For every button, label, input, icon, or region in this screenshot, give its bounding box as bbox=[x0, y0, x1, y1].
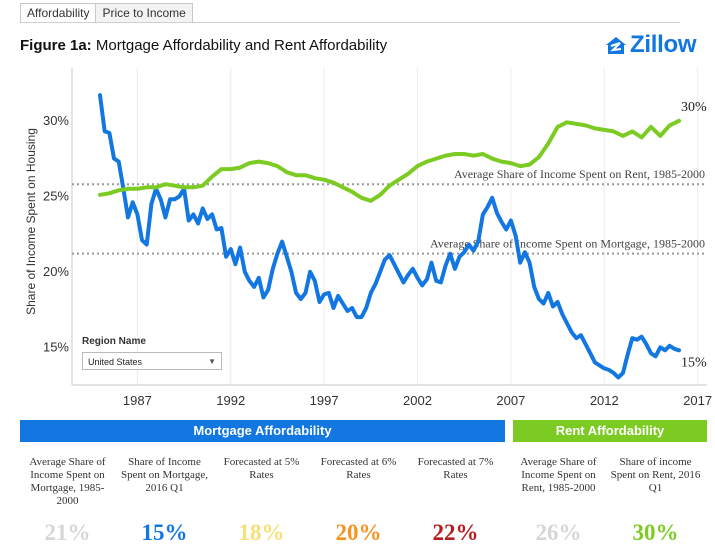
tab-affordability[interactable]: Affordability bbox=[20, 3, 97, 23]
tab-price-to-income[interactable]: Price to Income bbox=[96, 3, 193, 23]
region-select[interactable]: United States ▼ bbox=[82, 352, 222, 370]
page-title: Figure 1a: Mortgage Affordability and Re… bbox=[20, 37, 387, 54]
figure-title: Mortgage Affordability and Rent Affordab… bbox=[91, 37, 388, 54]
region-label: Region Name bbox=[82, 336, 146, 347]
rent-reference-label: Average Share of Income Spent on Rent, 1… bbox=[454, 167, 705, 181]
region-filter: Region Name United States ▼ bbox=[82, 336, 222, 370]
mortgage-end-label: 15% bbox=[681, 355, 707, 370]
stat-forecast-5: Forecasted at 5% Rates 18% bbox=[214, 456, 309, 546]
stat-label: Forecasted at 7% Rates bbox=[417, 456, 494, 481]
y-axis-title: Share of Income Spent on Housing bbox=[24, 128, 38, 315]
stat-current-mortgage: Share of Income Spent on Mortgage, 2016 … bbox=[117, 456, 212, 546]
stat-value: 21% bbox=[44, 520, 91, 545]
x-tick-label: 2007 bbox=[496, 393, 525, 408]
stat-value: 18% bbox=[238, 520, 285, 545]
stat-value: 15% bbox=[141, 520, 188, 545]
tab-divider bbox=[20, 22, 680, 23]
y-tick-label: 25% bbox=[43, 188, 69, 203]
stat-value: 26% bbox=[535, 520, 582, 545]
stat-current-rent: Share of income Spent on Rent, 2016 Q1 3… bbox=[608, 456, 703, 546]
x-tick-label: 1987 bbox=[123, 393, 152, 408]
x-tick-label: 2002 bbox=[403, 393, 432, 408]
figure-number: Figure 1a: bbox=[20, 37, 92, 54]
region-select-value: United States bbox=[88, 357, 143, 367]
x-tick-label: 2017 bbox=[683, 393, 712, 408]
x-tick-label: 1992 bbox=[216, 393, 245, 408]
rent-end-label: 30% bbox=[681, 100, 707, 115]
y-tick-label: 30% bbox=[43, 113, 69, 128]
stat-value: 30% bbox=[632, 520, 679, 545]
stat-label: Forecasted at 6% Rates bbox=[320, 456, 397, 481]
rent-series-line bbox=[98, 118, 681, 203]
zillow-logo-text: Zillow bbox=[630, 31, 697, 58]
zillow-house-icon bbox=[606, 37, 626, 54]
chevron-down-icon: ▼ bbox=[208, 357, 216, 366]
stat-label: Share of Income Spent on Mortgage, 2016 … bbox=[120, 456, 209, 494]
zillow-logo: Zillow bbox=[605, 31, 697, 58]
y-tick-label: 20% bbox=[43, 264, 69, 279]
stat-forecast-7: Forecasted at 7% Rates 22% bbox=[408, 456, 503, 546]
stat-label: Average Share of Income Spent on Mortgag… bbox=[29, 456, 106, 507]
mortgage-affordability-header: Mortgage Affordability bbox=[20, 420, 505, 442]
rent-affordability-header: Rent Affordability bbox=[513, 420, 707, 442]
stat-label: Share of income Spent on Rent, 2016 Q1 bbox=[610, 456, 701, 494]
x-tick-label: 2012 bbox=[590, 393, 619, 408]
x-tick-label: 1997 bbox=[310, 393, 339, 408]
mortgage-reference-label: Average Share of Income Spent on Mortgag… bbox=[430, 237, 705, 251]
affordability-chart: 1987 1992 1997 2002 2007 2012 2017 15% 20% 25% 30%… bbox=[24, 68, 712, 408]
stat-value: 22% bbox=[432, 520, 479, 545]
tab-bar: Affordability Price to Income bbox=[20, 3, 193, 23]
stat-forecast-6: Forecasted at 6% Rates 20% bbox=[311, 456, 406, 546]
stat-label: Average Share of Income Spent on Rent, 1… bbox=[520, 456, 597, 494]
mortgage-series-line bbox=[98, 93, 681, 380]
y-tick-label: 15% bbox=[43, 339, 69, 354]
stat-avg-rent: Average Share of Income Spent on Rent, 1… bbox=[511, 456, 606, 546]
stat-value: 20% bbox=[335, 520, 382, 545]
stat-label: Forecasted at 5% Rates bbox=[223, 456, 300, 481]
stat-avg-mortgage: Average Share of Income Spent on Mortgag… bbox=[20, 456, 115, 546]
